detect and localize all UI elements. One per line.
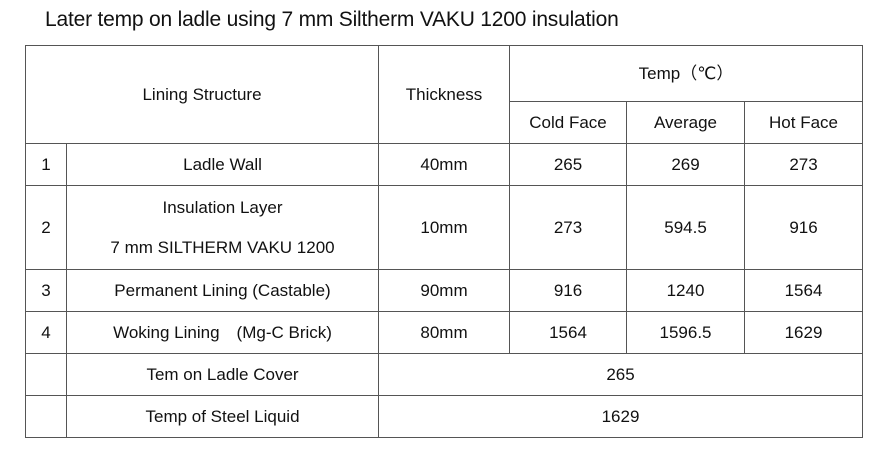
lining-structure-cell: Permanent Lining (Castable) [65, 269, 380, 312]
header-row-top: Lining Structure Thickness Temp（℃） [24, 45, 864, 144]
empty-number-cell [25, 395, 67, 438]
summary-label: Temp of Steel Liquid [65, 395, 380, 438]
summary-value: 1629 [378, 395, 864, 438]
row-number: 4 [25, 311, 67, 354]
header-row-bottom: Cold Face Average Hot Face [26, 101, 864, 144]
summary-row: Tem on Ladle Cover 265 [25, 353, 864, 396]
lining-structure-cell: Woking Lining (Mg-C Brick) [65, 311, 380, 354]
cold-face-cell: 273 [509, 185, 628, 270]
table-row: 2 Insulation Layer 7 mm SILTHERM VAKU 12… [25, 185, 864, 270]
hot-face-cell: 916 [744, 185, 864, 270]
average-cell: 269 [626, 143, 746, 186]
summary-label: Tem on Ladle Cover [65, 353, 380, 396]
row-number: 3 [25, 269, 67, 312]
header-average: Average [626, 101, 746, 144]
lining-temperature-table: Lining Structure Thickness Temp（℃） Cold … [24, 45, 864, 438]
summary-row: Temp of Steel Liquid 1629 [25, 395, 864, 438]
thickness-cell: 40mm [378, 143, 511, 186]
header-temp: Temp（℃） [509, 45, 864, 102]
header-lining-structure: Lining Structure [24, 45, 380, 144]
cold-face-cell: 1564 [509, 311, 628, 354]
table-row: 4 Woking Lining (Mg-C Brick) 80mm 1564 1… [25, 311, 864, 354]
average-cell: 1596.5 [626, 311, 746, 354]
cold-face-cell: 916 [509, 269, 628, 312]
thickness-cell: 10mm [378, 185, 511, 270]
header-thickness: Thickness [378, 45, 511, 144]
lining-structure-cell: Ladle Wall [65, 143, 380, 186]
lining-structure-line1: Insulation Layer [162, 197, 283, 217]
lining-structure-line2: 7 mm SILTHERM VAKU 1200 [110, 237, 335, 257]
thickness-cell: 90mm [378, 269, 511, 312]
average-cell: 594.5 [626, 185, 746, 270]
cold-face-cell: 265 [509, 143, 628, 186]
header-hot-face: Hot Face [744, 101, 864, 144]
hot-face-cell: 1564 [744, 269, 864, 312]
hot-face-cell: 273 [744, 143, 864, 186]
thickness-cell: 80mm [378, 311, 511, 354]
hot-face-cell: 1629 [744, 311, 864, 354]
row-number: 1 [25, 143, 67, 186]
table-row: 3 Permanent Lining (Castable) 90mm 916 1… [25, 269, 864, 312]
summary-value: 265 [378, 353, 864, 396]
header-cold-face: Cold Face [509, 101, 628, 144]
row-number: 2 [25, 185, 67, 270]
table-row: 1 Ladle Wall 40mm 265 269 273 [25, 143, 864, 186]
empty-number-cell [25, 353, 67, 396]
average-cell: 1240 [626, 269, 746, 312]
page-title: Later temp on ladle using 7 mm Siltherm … [45, 8, 619, 31]
lining-structure-cell: Insulation Layer 7 mm SILTHERM VAKU 1200 [65, 185, 380, 270]
